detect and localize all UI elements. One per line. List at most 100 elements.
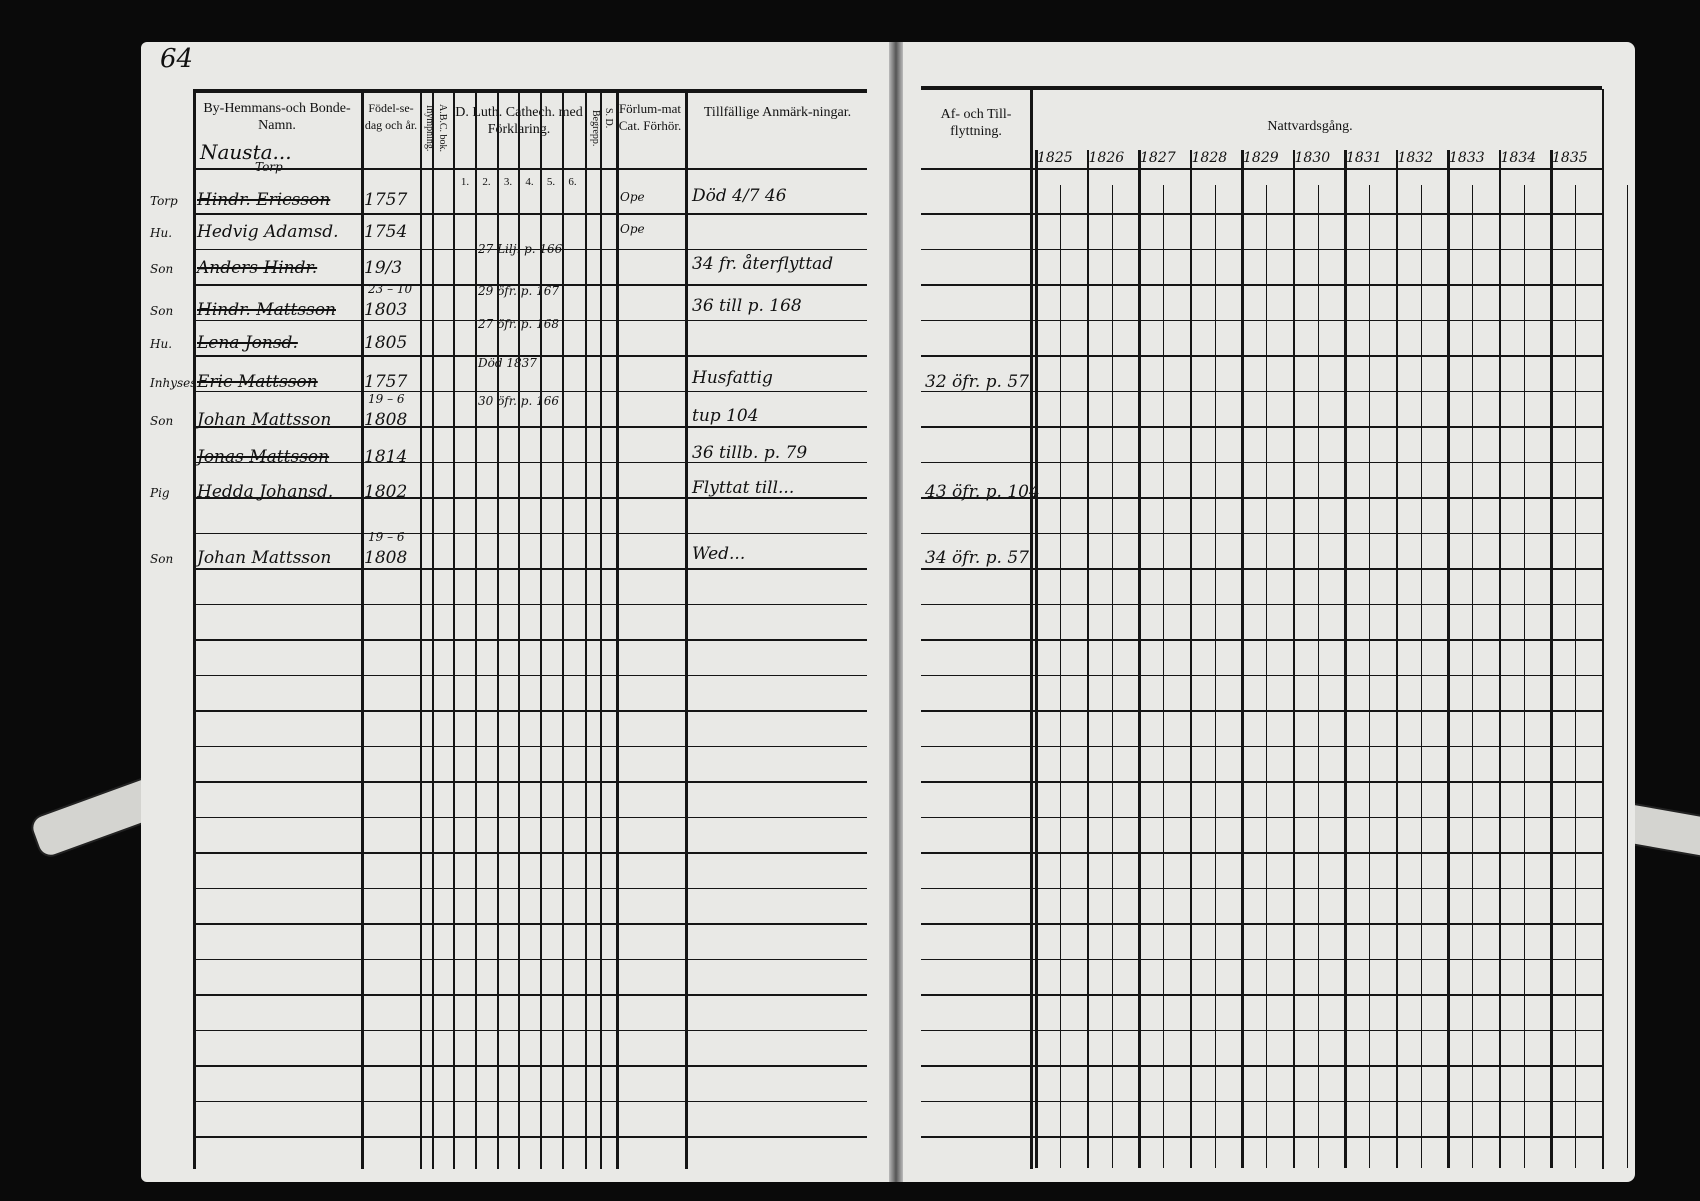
column-rule — [1266, 185, 1267, 1168]
row-rule — [921, 532, 1602, 534]
row-rule — [193, 568, 867, 570]
entry-examination: Ope — [620, 222, 645, 236]
move-entry: 43 öfr. p. 104 — [925, 482, 1040, 502]
row-rule — [921, 1029, 1602, 1031]
header-bottom-rule — [193, 168, 867, 170]
column-rule — [1369, 185, 1370, 1168]
entry-role: Son — [150, 414, 174, 428]
row-rule — [193, 497, 867, 499]
year-header: 1832 — [1397, 150, 1434, 166]
column-rule — [518, 89, 520, 1169]
move-entry: 32 öfr. p. 57 — [925, 372, 1029, 392]
column-rule — [1214, 185, 1216, 1168]
entry-birth-year: 1805 — [364, 333, 408, 353]
row-rule — [921, 461, 1602, 463]
row-rule — [921, 568, 1602, 570]
column-rule — [1550, 150, 1553, 1168]
entry-role: Hu. — [150, 337, 173, 351]
year-header: 1826 — [1088, 150, 1125, 166]
row-rule — [921, 1065, 1602, 1067]
column-rule — [1138, 150, 1141, 1168]
row-rule — [921, 390, 1602, 392]
year-header: 1829 — [1243, 150, 1279, 166]
row-rule — [921, 1100, 1602, 1102]
header-sd: S. D. — [603, 107, 614, 129]
column-rule — [1523, 185, 1525, 1168]
column-rule — [1395, 150, 1398, 1168]
entry-role: Son — [150, 552, 174, 566]
year-header: 1835 — [1552, 150, 1588, 166]
row-rule — [193, 923, 867, 925]
column-rule — [1420, 185, 1422, 1168]
row-rule — [921, 923, 1602, 925]
entry-name: Anders Hindr. — [197, 258, 318, 278]
row-rule — [921, 745, 1602, 747]
entry-birth-year: 1814 — [364, 447, 408, 467]
row-rule — [921, 426, 1602, 428]
row-rule — [193, 674, 867, 676]
row-rule — [193, 1100, 867, 1102]
column-rule — [475, 89, 477, 1169]
entry-name: Hedvig Adamsd. — [197, 222, 339, 242]
year-header: 1830 — [1294, 150, 1331, 166]
column-rule — [432, 89, 434, 1169]
column-rule — [600, 89, 602, 1169]
row-rule — [193, 816, 867, 818]
row-rule — [921, 958, 1602, 960]
catechism-subcol-2: 2. — [482, 176, 491, 188]
row-rule — [193, 461, 867, 463]
column-rule — [1601, 150, 1604, 1168]
column-rule — [1241, 150, 1244, 1168]
row-rule — [193, 248, 867, 250]
header-remarks: Tillfällige Anmärk-ningar. — [703, 105, 852, 120]
entry-birth-year: 1808 — [364, 548, 408, 568]
column-rule — [1472, 185, 1473, 1168]
row-rule — [921, 355, 1602, 357]
header-abc-book: A.B.C. bok. — [437, 103, 448, 153]
column-rule — [1035, 150, 1038, 1168]
catechism-subcol-6: 6. — [568, 176, 577, 188]
row-rule — [921, 887, 1602, 889]
row-rule — [921, 710, 1602, 712]
row-rule — [193, 284, 867, 286]
entry-birth-year: 1802 — [364, 482, 408, 502]
column-rule — [1626, 185, 1628, 1168]
header-top-rule — [193, 89, 867, 93]
move-entry: 34 öfr. p. 57 — [925, 548, 1029, 568]
book-spine — [889, 42, 903, 1182]
entry-name: Lena Jonsd. — [197, 333, 298, 353]
header-understanding: Begrepp. — [590, 109, 601, 147]
column-rule — [420, 89, 422, 1169]
header-top-rule — [921, 86, 1602, 90]
entry-remark: Flyttat till... — [692, 478, 795, 498]
year-header: 1828 — [1191, 150, 1228, 166]
year-header: 1833 — [1449, 150, 1485, 166]
row-rule — [193, 710, 867, 712]
entry-name: Hindr. Mattsson — [197, 300, 336, 320]
entry-catechism-note: Död 1837 — [478, 356, 537, 370]
header-examination: Förlum-mat Cat. Förhör. — [618, 101, 682, 133]
entry-birth-year: 19/3 — [364, 258, 403, 278]
catechism-subcol-3: 3. — [503, 176, 513, 188]
row-rule — [921, 248, 1602, 250]
column-rule — [540, 89, 542, 1169]
catechism-subcol-4: 4. — [525, 176, 534, 188]
row-rule — [921, 994, 1602, 996]
year-header: 1827 — [1140, 150, 1176, 166]
entry-birth-year: 1808 — [364, 410, 408, 430]
row-rule — [921, 319, 1602, 321]
column-rule — [1086, 150, 1089, 1168]
row-rule — [193, 639, 867, 641]
entry-birth-year: 1754 — [364, 222, 408, 242]
column-rule — [1111, 185, 1113, 1168]
row-rule — [193, 1029, 867, 1031]
entry-name: Hedda Johansd. — [197, 482, 334, 502]
entry-name: Johan Mattsson — [197, 548, 332, 568]
row-rule — [193, 852, 867, 854]
entry-remark: 36 tillb. p. 79 — [692, 443, 808, 463]
header-vaccination: Inympning. — [424, 104, 435, 152]
header-communion: Nattvardsgång. — [1267, 119, 1353, 134]
column-rule — [1575, 185, 1576, 1168]
catechism-subcol-5: 5. — [546, 176, 556, 188]
row-rule — [921, 816, 1602, 818]
